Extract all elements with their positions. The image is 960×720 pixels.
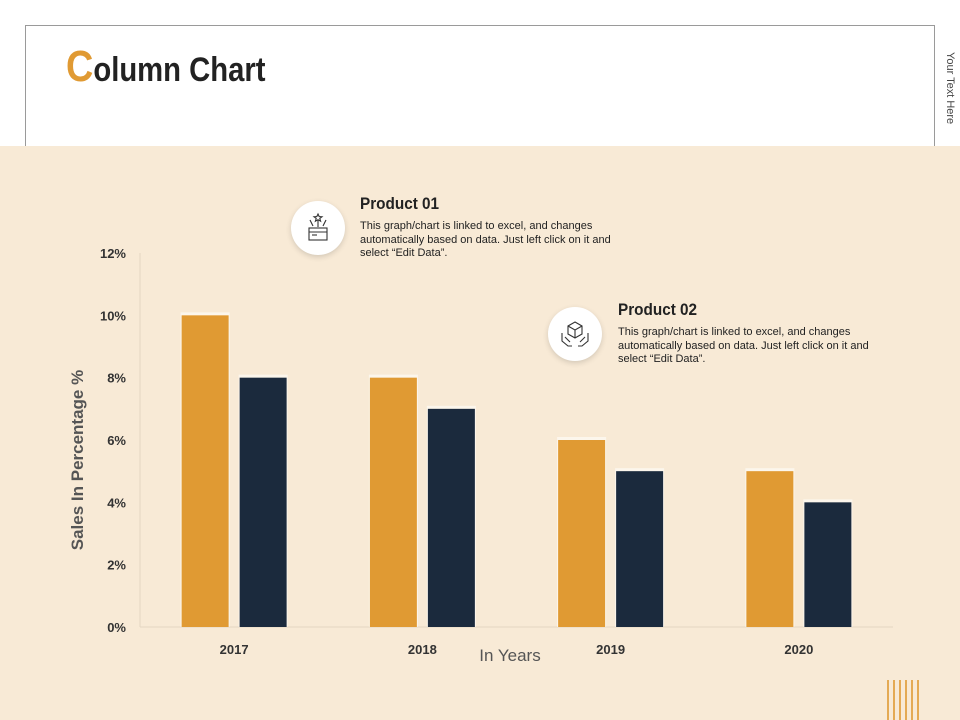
y-tick-label: 0% xyxy=(107,620,126,635)
x-axis-label: In Years xyxy=(479,646,541,665)
bar-2017-series-1 xyxy=(181,315,229,627)
x-tick-label: 2020 xyxy=(784,642,813,657)
x-tick-label: 2018 xyxy=(408,642,437,657)
product-02-title: Product 02 xyxy=(618,300,698,319)
y-tick-label: 12% xyxy=(100,246,126,261)
bar-2017-series-2 xyxy=(239,377,287,627)
bar-2018-series-2 xyxy=(427,408,475,627)
y-tick-label: 6% xyxy=(107,433,126,448)
bar-2019-series-2 xyxy=(616,471,664,627)
product-02-icon-circle xyxy=(548,307,602,361)
x-tick-label: 2019 xyxy=(596,642,625,657)
header-box xyxy=(25,25,935,146)
hands-box-icon xyxy=(561,321,589,347)
y-tick-label: 4% xyxy=(107,495,126,510)
side-text: Your Text Here xyxy=(944,52,956,125)
y-tick-label: 8% xyxy=(107,371,126,386)
y-tick-label: 10% xyxy=(100,308,126,323)
decorative-stripes xyxy=(887,680,919,720)
fireworks-box-icon xyxy=(308,212,328,241)
product-01-icon-circle xyxy=(291,201,345,255)
bar-2019-series-1 xyxy=(558,440,606,627)
y-axis-label: Sales In Percentage % xyxy=(68,369,87,551)
title-first-letter: C xyxy=(66,42,94,91)
title-rest: olumn Chart xyxy=(93,51,266,89)
product-01-text: This graph/chart is linked to excel, and… xyxy=(360,220,611,259)
bar-2020-series-1 xyxy=(746,471,794,627)
content-band xyxy=(0,146,960,720)
page-title: Column Chart xyxy=(66,42,266,92)
product-02-text: This graph/chart is linked to excel, and… xyxy=(618,326,869,365)
y-tick-label: 2% xyxy=(107,558,126,573)
product-01-title: Product 01 xyxy=(360,194,440,213)
x-tick-label: 2017 xyxy=(220,642,249,657)
bar-2018-series-1 xyxy=(369,377,417,627)
bar-2020-series-2 xyxy=(804,502,852,627)
